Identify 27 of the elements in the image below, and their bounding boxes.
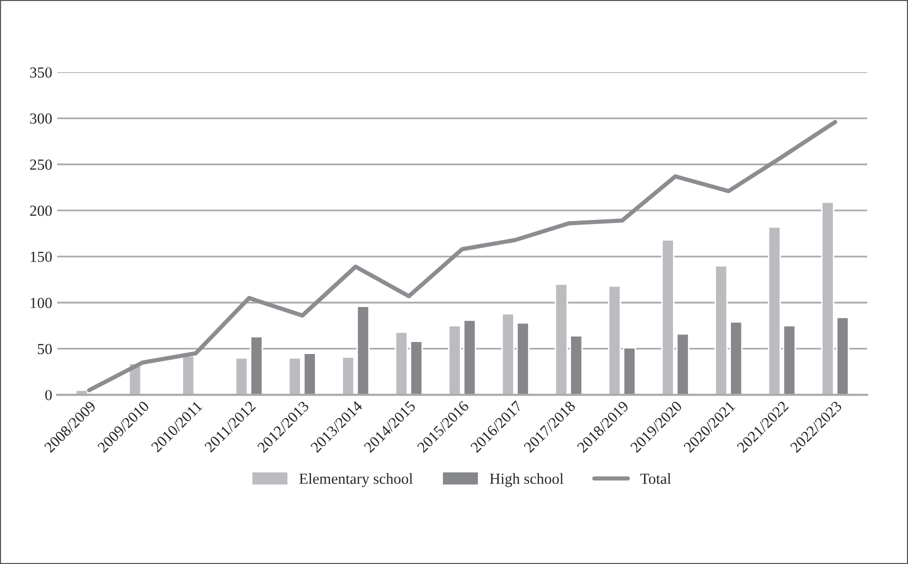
- bar: [250, 336, 264, 395]
- bar: [608, 285, 622, 395]
- bar: [182, 355, 195, 395]
- bar: [622, 347, 636, 395]
- legend-label: Total: [640, 473, 671, 484]
- y-tick-label: 150: [30, 252, 52, 262]
- bar: [410, 340, 423, 395]
- bar: [516, 322, 530, 395]
- bar: [768, 226, 781, 395]
- bar: [714, 265, 728, 395]
- legend-label: Elementary school: [299, 473, 413, 488]
- bar: [501, 312, 515, 395]
- bar: [394, 331, 408, 395]
- y-tick-label: 0: [45, 390, 52, 400]
- bar: [342, 356, 355, 395]
- y-tick-label: 350: [30, 67, 52, 78]
- y-tick-label: 100: [30, 298, 52, 308]
- line-series: [87, 120, 838, 392]
- bar: [782, 324, 796, 395]
- y-tick-label: 200: [30, 206, 52, 216]
- y-tick-label: 250: [30, 160, 52, 170]
- bar: [235, 357, 248, 395]
- bar: [730, 321, 743, 395]
- y-tick-label: 300: [30, 113, 52, 124]
- bar: [356, 306, 370, 395]
- legend-label: High school: [490, 473, 564, 488]
- y-tick-label: 50: [38, 344, 52, 354]
